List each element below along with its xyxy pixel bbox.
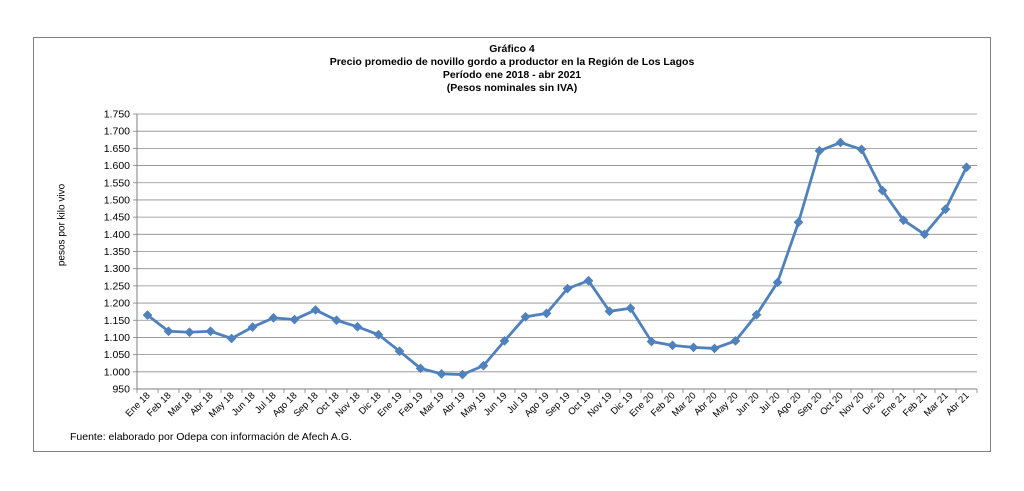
y-tick-label: 1.200 bbox=[104, 298, 130, 310]
data-point bbox=[688, 342, 699, 353]
data-point bbox=[835, 137, 846, 148]
data-point bbox=[457, 369, 468, 380]
y-tick-label: 1.150 bbox=[104, 315, 130, 327]
y-tick-label: 1.650 bbox=[104, 143, 130, 155]
y-tick-label: 1.450 bbox=[104, 212, 130, 224]
data-point bbox=[919, 229, 930, 240]
x-tick-label: Abr 21 bbox=[944, 390, 972, 418]
data-point bbox=[814, 145, 825, 156]
data-point bbox=[163, 326, 174, 337]
data-point bbox=[856, 144, 867, 155]
data-point bbox=[142, 310, 153, 321]
data-point bbox=[436, 368, 447, 379]
data-point bbox=[394, 346, 405, 357]
x-tick-label: Mar 21 bbox=[922, 390, 951, 419]
y-tick-label: 1.750 bbox=[104, 109, 130, 121]
data-point bbox=[730, 335, 741, 346]
x-tick-label: Mar 18 bbox=[166, 390, 195, 419]
y-tick-label: 1.250 bbox=[104, 280, 130, 292]
y-tick-label: 1.700 bbox=[104, 126, 130, 138]
data-point bbox=[646, 336, 657, 347]
data-point bbox=[667, 340, 678, 351]
data-point bbox=[499, 335, 510, 346]
data-point bbox=[961, 162, 972, 173]
y-tick-label: 1.550 bbox=[104, 177, 130, 189]
y-tick-label: 950 bbox=[112, 384, 130, 396]
y-tick-label: 1.050 bbox=[104, 349, 130, 361]
data-point bbox=[478, 360, 489, 371]
x-tick-label: Mar 19 bbox=[418, 390, 447, 419]
y-tick-label: 1.600 bbox=[104, 160, 130, 172]
chart-frame bbox=[33, 37, 991, 452]
chart-subtitle-2: Período ene 2018 - abr 2021 bbox=[442, 69, 582, 81]
y-tick-label: 1.500 bbox=[104, 194, 130, 206]
data-point bbox=[709, 343, 720, 354]
y-tick-label: 1.400 bbox=[104, 229, 130, 241]
data-point bbox=[205, 326, 216, 337]
x-tick-label: Jun 20 bbox=[734, 390, 762, 418]
data-point bbox=[604, 306, 615, 317]
chart-title: Gráfico 4 bbox=[489, 43, 535, 55]
data-point bbox=[310, 304, 321, 315]
data-point bbox=[583, 275, 594, 286]
data-point bbox=[793, 217, 804, 228]
data-point bbox=[289, 314, 300, 325]
data-point bbox=[415, 363, 426, 374]
x-tick-label: Jun 19 bbox=[482, 390, 510, 418]
data-point bbox=[373, 329, 384, 340]
chart-subtitle-3: (Pesos nominales sin IVA) bbox=[446, 82, 578, 94]
x-tick-label: Jun 18 bbox=[230, 390, 258, 418]
data-point bbox=[877, 185, 888, 196]
chart-subtitle-1: Precio promedio de novillo gordo a produ… bbox=[329, 56, 695, 68]
data-point bbox=[940, 204, 951, 215]
data-point bbox=[352, 321, 363, 332]
data-point bbox=[751, 309, 762, 320]
data-point bbox=[541, 308, 552, 319]
data-point bbox=[898, 215, 909, 226]
data-point bbox=[247, 322, 258, 333]
y-tick-label: 1.100 bbox=[104, 332, 130, 344]
data-point bbox=[520, 311, 531, 322]
source-note: Fuente: elaborado por Odepa con informac… bbox=[70, 431, 352, 443]
data-point bbox=[331, 315, 342, 326]
y-tick-label: 1.350 bbox=[104, 246, 130, 258]
y-tick-label: 1.000 bbox=[104, 366, 130, 378]
data-point bbox=[184, 327, 195, 338]
x-tick-label: Mar 20 bbox=[670, 390, 699, 419]
series-line bbox=[146, 141, 968, 376]
data-point bbox=[562, 283, 573, 294]
data-point bbox=[625, 303, 636, 314]
data-point bbox=[268, 312, 279, 323]
y-tick-label: 1.300 bbox=[104, 263, 130, 275]
data-point bbox=[772, 277, 783, 288]
data-point bbox=[226, 333, 237, 344]
